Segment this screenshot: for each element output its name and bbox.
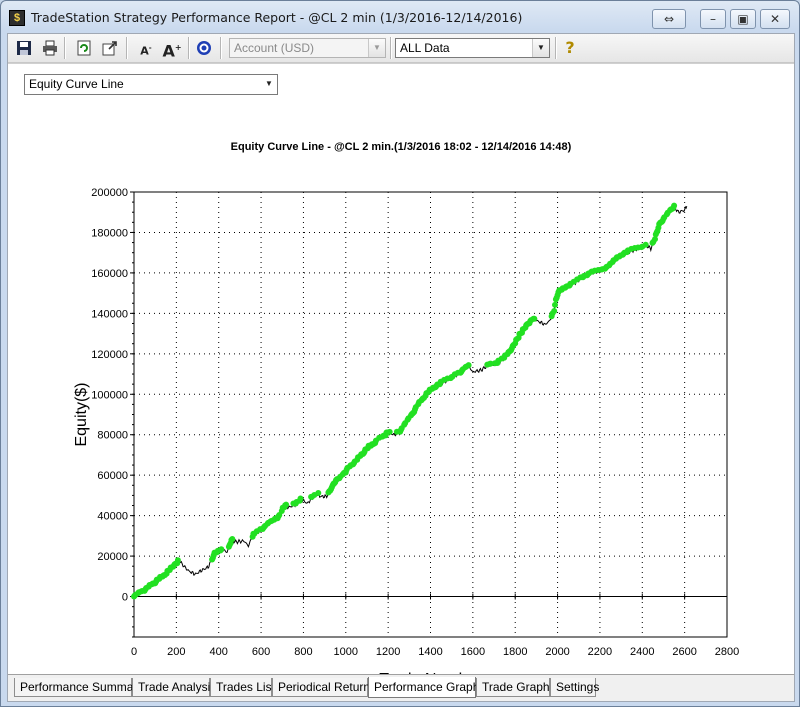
new-high-marker [283,501,290,508]
data-range-select-value: ALL Data [400,41,450,55]
data-range-select[interactable]: ALL Data ▼ [395,38,550,58]
new-high-marker [386,428,393,435]
y-axis-label: Equity($) [73,382,90,446]
tab-trade-graphs[interactable]: Trade Graphs [476,678,556,697]
chevron-down-icon[interactable]: ▼ [261,75,277,93]
title-bar[interactable]: $ TradeStation Strategy Performance Repo… [1,1,799,33]
x-tick-label: 1000 [334,646,358,658]
toolbar-separator [390,37,392,59]
y-tick-label: 120000 [91,349,128,361]
tab-trades-list[interactable]: Trades List [210,678,275,697]
x-tick-label: 0 [131,646,137,658]
x-tick-label: 1600 [461,646,485,658]
toolbar-separator [188,37,190,59]
x-tick-label: 800 [294,646,312,658]
y-tick-label: 40000 [97,511,128,523]
new-high-marker [552,301,558,308]
plot-area [133,191,728,638]
x-tick-label: 2400 [630,646,654,658]
client-area: A- A+ Account (USD) ▼ ALL Data ▼ ? Equit… [7,33,795,702]
tradestation-app-icon[interactable]: $ [9,10,25,26]
graph-type-select-value: Equity Curve Line [29,77,124,91]
performance-graph-panel: Equity Curve Line ▼ Equity Curve Line - … [8,63,794,679]
new-high-marker [315,490,322,496]
chevron-down-icon[interactable]: ▼ [368,39,385,57]
restore-icon[interactable]: ⇔ [652,9,686,29]
toolbar-separator [126,37,128,59]
graph-type-select[interactable]: Equity Curve Line ▼ [24,74,278,95]
x-tick-label: 2600 [672,646,696,658]
y-tick-label: 0 [122,592,128,604]
account-select[interactable]: Account (USD) ▼ [229,38,386,58]
tab-periodical-returns[interactable]: Periodical Returns [272,678,376,697]
tab-trade-analysis[interactable]: Trade Analysis [132,678,216,697]
chevron-down-icon[interactable]: ▼ [532,39,549,57]
toolbar-separator [220,37,222,59]
help-icon[interactable]: ? [565,38,575,57]
new-high-marker [487,360,494,367]
new-high-marker [642,241,649,248]
y-tick-label: 100000 [91,389,128,401]
x-tick-label: 200 [167,646,185,658]
refresh-icon[interactable] [74,38,94,58]
y-tick-label: 60000 [97,470,128,482]
new-high-marker [174,557,181,564]
account-select-value: Account (USD) [234,41,315,55]
x-tick-label: 1200 [376,646,400,658]
chart-title: Equity Curve Line - @CL 2 min.(1/3/2016 … [230,141,572,153]
y-tick-label: 180000 [91,227,128,239]
y-tick-label: 140000 [91,308,128,320]
report-tabs: Performance Summary Trade Analysis Trades … [8,674,794,701]
new-high-marker [671,202,678,209]
export-icon[interactable] [100,38,120,58]
new-high-marker [297,495,304,502]
new-high-marker [229,536,236,542]
new-high-marker [531,315,538,322]
font-decrease-icon[interactable]: A- [140,44,152,58]
x-tick-label: 400 [210,646,228,658]
window-title: TradeStation Strategy Performance Report… [31,10,523,25]
maximize-icon[interactable]: ▣ [730,9,756,29]
minimize-icon[interactable]: – [700,9,726,29]
tab-performance-graphs[interactable]: Performance Graphs [368,677,485,698]
new-high-marker [218,546,225,553]
x-tick-label: 1400 [418,646,442,658]
y-tick-label: 80000 [97,430,128,442]
target-icon[interactable] [194,38,214,58]
x-tick-label: 1800 [503,646,527,658]
toolbar-separator [64,37,66,59]
y-tick-label: 160000 [91,268,128,280]
toolbar: A- A+ Account (USD) ▼ ALL Data ▼ ? [8,34,794,63]
tab-settings[interactable]: Settings [550,678,599,697]
font-increase-icon[interactable]: A+ [162,41,182,61]
x-tick-label: 2800 [715,646,739,658]
print-icon[interactable] [40,38,60,58]
x-tick-label: 600 [252,646,270,658]
y-tick-label: 200000 [91,187,128,199]
equity-curve-line [133,204,688,597]
toolbar-separator [555,37,557,59]
equity-curve-chart: 0 200 400 600 800 1000 1200 1400 1600 1800 2000 220… [73,187,739,679]
x-tick-label: 2000 [545,646,569,658]
y-tick-label: 20000 [97,551,128,563]
new-high-marker [465,362,472,369]
new-high-marker [652,236,658,243]
new-high-marker [551,308,558,314]
tab-performance-summary[interactable]: Performance Summary [14,678,143,697]
close-icon[interactable]: ✕ [760,9,790,29]
x-tick-label: 2200 [588,646,612,658]
save-icon[interactable] [14,38,34,58]
